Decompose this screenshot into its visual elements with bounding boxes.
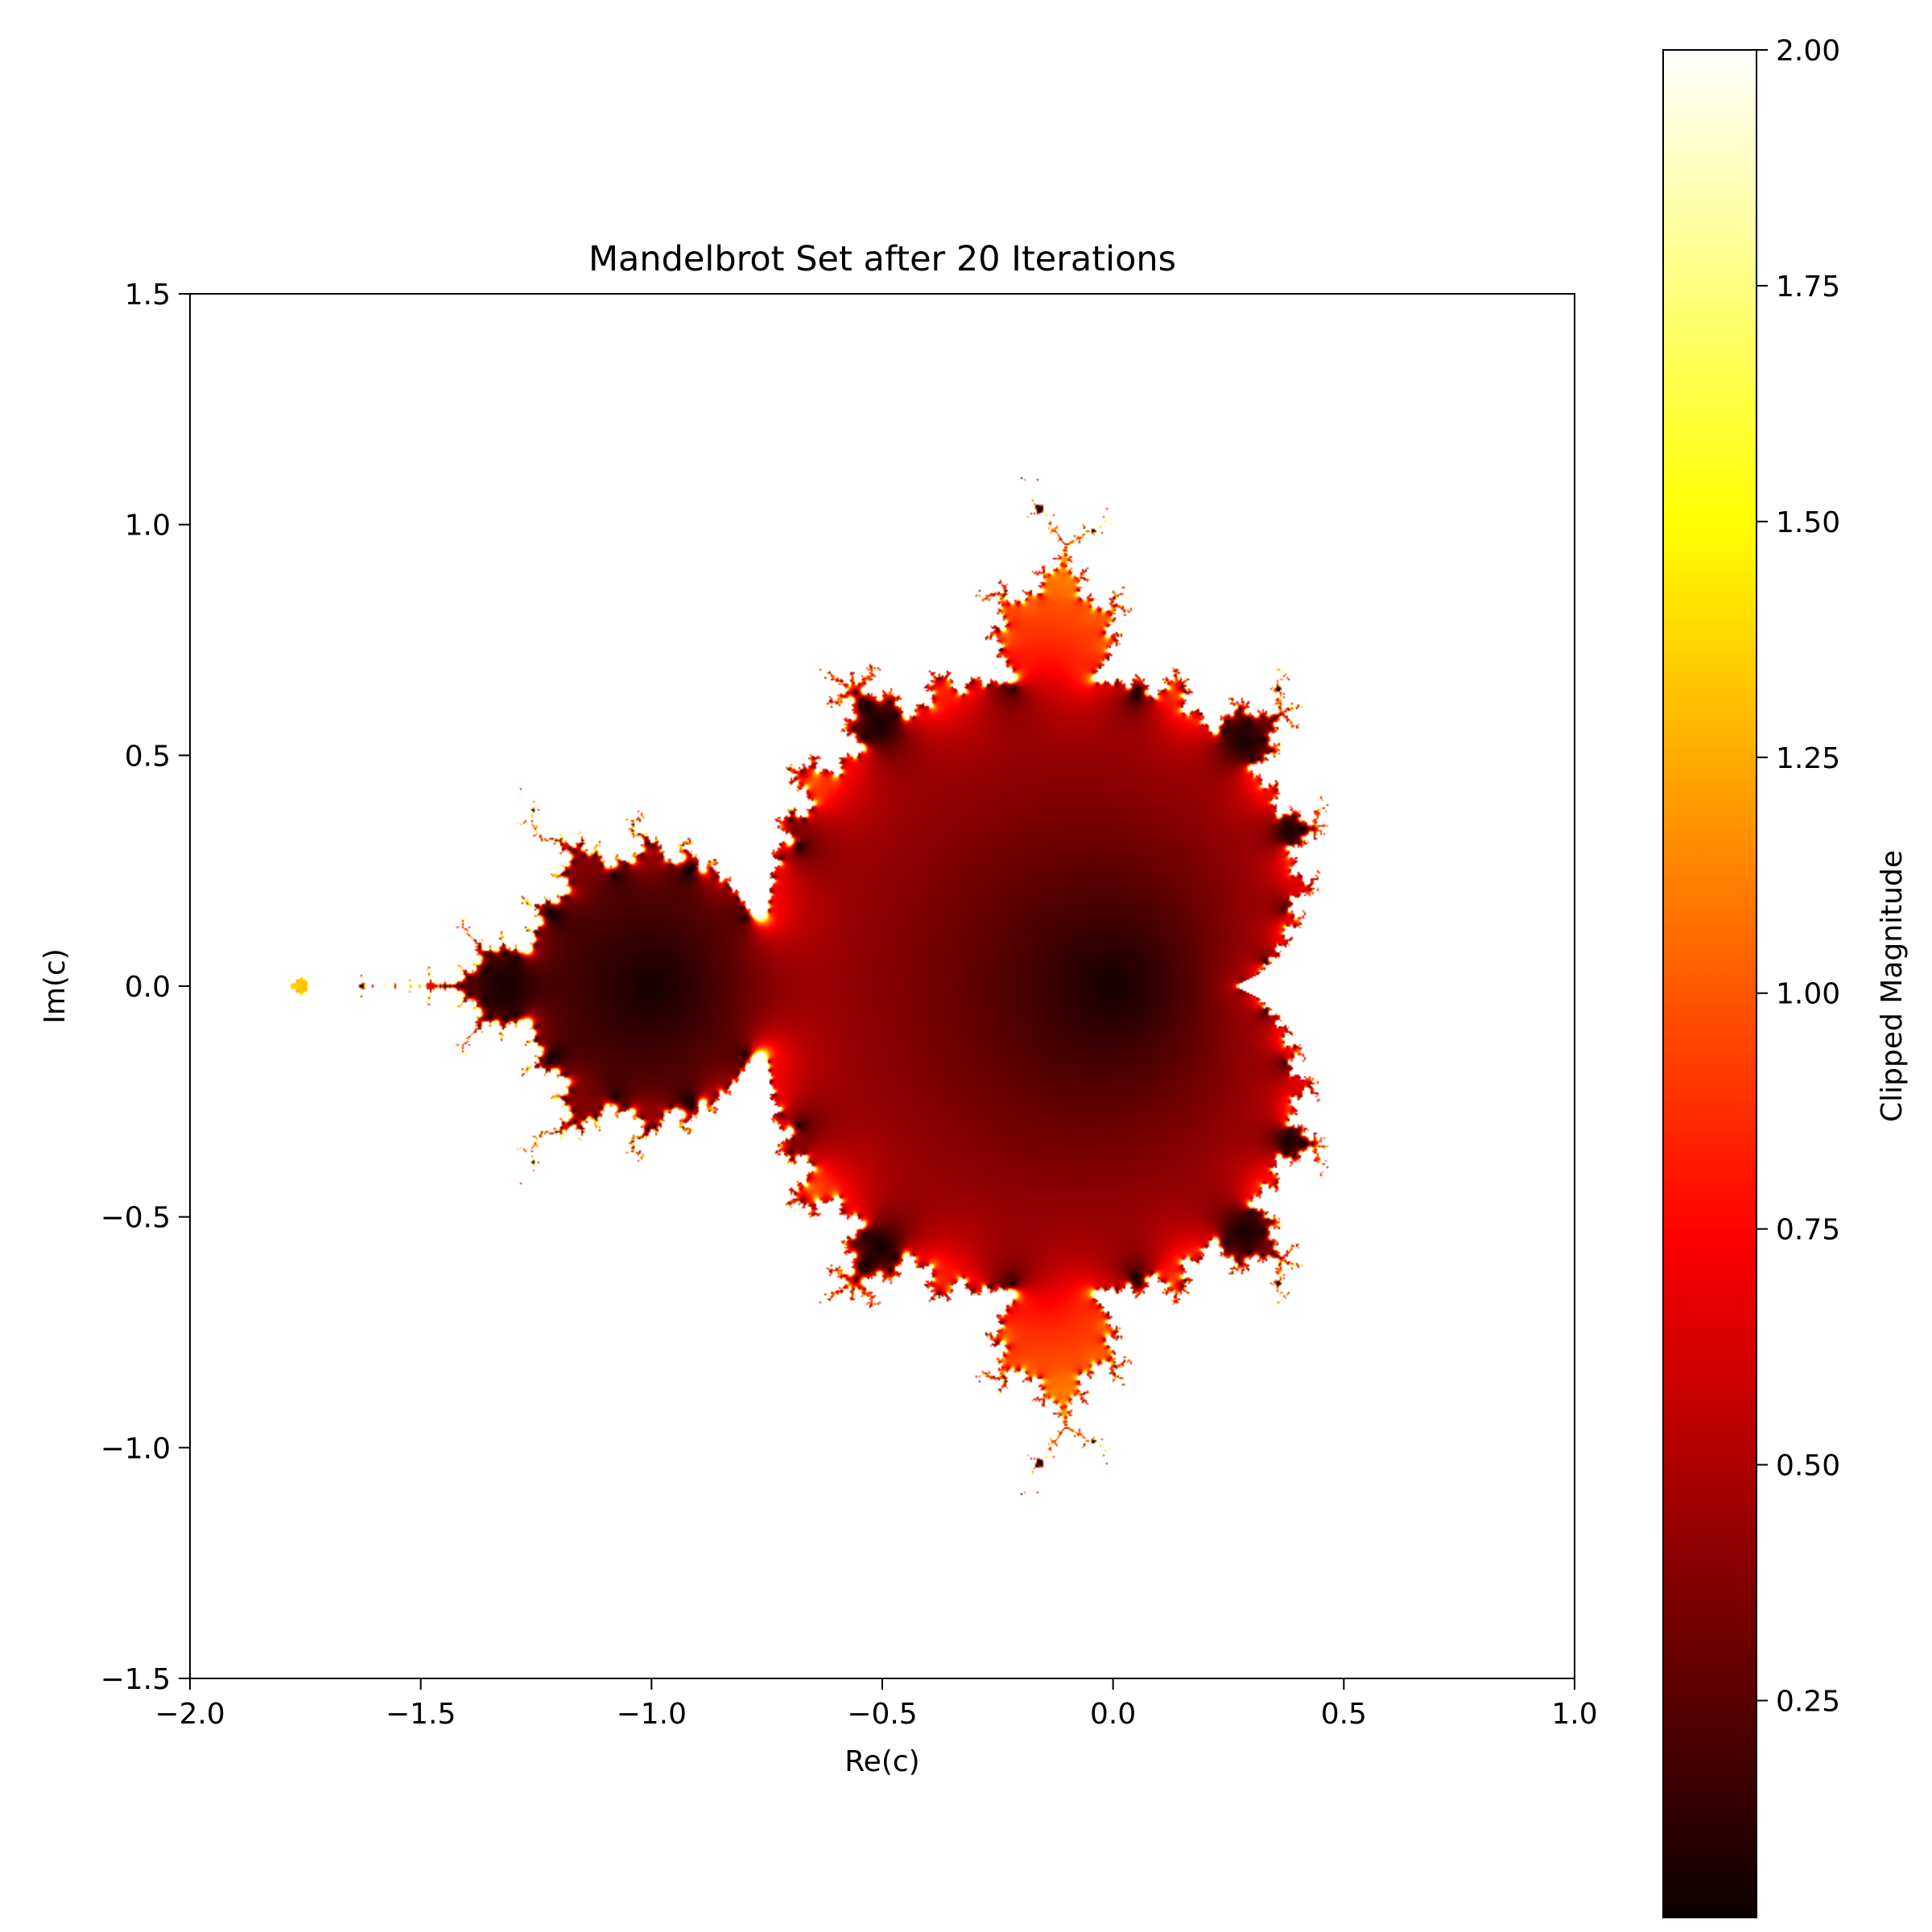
y-tick-label: −1.5 xyxy=(101,1663,171,1696)
y-axis-label: Im(c) xyxy=(39,948,72,1024)
plot-frame xyxy=(189,293,1575,1679)
x-tick-label: −1.5 xyxy=(386,1698,456,1731)
y-tick-label: 1.5 xyxy=(125,279,171,312)
y-axis: 1.5 1.0 0.5 0.0 −0.5 −1.0 −1.5 xyxy=(101,279,190,1696)
x-tick-label: −2.0 xyxy=(155,1698,225,1731)
colorbar-tick-label: 1.75 xyxy=(1776,270,1840,303)
colorbar-tick-label: 0.25 xyxy=(1776,1686,1840,1719)
colorbar-tick-label: 1.00 xyxy=(1776,978,1840,1011)
colorbar-tick-label: 0.75 xyxy=(1776,1214,1840,1247)
y-tick-label: −0.5 xyxy=(101,1202,171,1235)
x-axis-label: Re(c) xyxy=(844,1745,919,1778)
colorbar-tick-label: 0.50 xyxy=(1776,1450,1840,1483)
colorbar-tick-label: 1.25 xyxy=(1776,742,1840,775)
x-tick-label: 0.5 xyxy=(1321,1698,1367,1731)
colorbar xyxy=(1662,49,1757,1918)
mandelbrot-heatmap xyxy=(190,294,1575,1678)
x-tick-label: −0.5 xyxy=(847,1698,917,1731)
colorbar-tick-label: 1.50 xyxy=(1776,506,1840,539)
x-axis: −2.0 −1.5 −1.0 −0.5 0.0 0.5 1.0 xyxy=(155,1678,1598,1731)
x-tick-label: −1.0 xyxy=(617,1698,687,1731)
y-tick-label: 1.0 xyxy=(125,510,171,543)
colorbar-tick-label: 2.00 xyxy=(1776,35,1840,68)
x-tick-label: 0.0 xyxy=(1090,1698,1136,1731)
colorbar-axis: 2.00 1.75 1.50 1.25 1.00 0.75 0.50 0.25 xyxy=(1757,35,1840,1719)
x-tick-label: 1.0 xyxy=(1551,1698,1597,1731)
colorbar-label: Clipped Magnitude xyxy=(1876,850,1909,1122)
y-tick-label: −1.0 xyxy=(101,1432,171,1465)
y-tick-label: 0.0 xyxy=(125,971,171,1004)
y-tick-label: 0.5 xyxy=(125,740,171,773)
chart-title: Mandelbrot Set after 20 Iterations xyxy=(588,239,1176,279)
